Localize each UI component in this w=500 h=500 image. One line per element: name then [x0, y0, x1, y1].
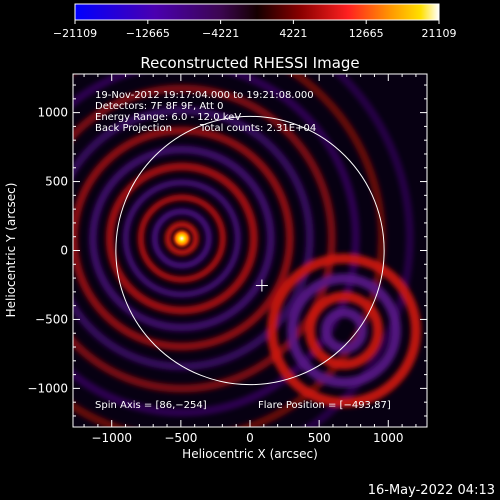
backprojection-ring — [151, 208, 212, 269]
backprojection-ring — [73, 74, 360, 417]
spin-axis-marker — [255, 279, 268, 292]
colorbar-ticks — [74, 20, 440, 24]
colorbar-labels: −21109 −12665 −4221 4221 12665 21109 — [53, 27, 457, 40]
footer-timestamp: 16-May-2022 04:13 — [368, 483, 495, 498]
energy-range-text: Energy Range: 6.0 - 12.0 keV — [95, 112, 241, 123]
y-tick-label: 0 — [60, 244, 68, 258]
y-tick-label: −1000 — [27, 381, 68, 395]
x-tick-label: 0 — [246, 431, 254, 445]
y-axis-label: Heliocentric Y (arcsec) — [4, 183, 18, 318]
x-tick-label: 1000 — [373, 431, 404, 445]
x-tick-label: 500 — [308, 431, 331, 445]
colorbar-tick-label: 4221 — [279, 27, 307, 40]
backprojection-ring — [88, 145, 275, 332]
image-field — [73, 74, 422, 427]
colorbar-tick-label: −4221 — [202, 27, 239, 40]
spin-axis-text: Spin Axis = [86,−254] — [95, 400, 207, 411]
colorbar-tick-label: −12665 — [126, 27, 170, 40]
method-text: Back Projection — [95, 123, 172, 134]
secondary-ring — [321, 307, 368, 354]
annotations: 19-Nov-2012 19:17:04.000 to 19:21:08.000… — [95, 90, 391, 411]
time-range-text: 19-Nov-2012 19:17:04.000 to 19:21:08.000 — [95, 90, 314, 101]
backprojection-ring — [73, 74, 386, 427]
x-tick-label: −1000 — [91, 431, 132, 445]
colorbar-tick-label: 21109 — [422, 27, 457, 40]
secondary-ring — [287, 273, 402, 388]
y-tick-labels: −1000 −500 0 500 1000 — [27, 106, 68, 396]
y-axis-ticks — [73, 84, 427, 417]
detectors-text: Detectors: 7F 8F 9F, Att 0 — [95, 101, 223, 112]
y-tick-label: −500 — [35, 312, 68, 326]
backprojection-ring — [302, 74, 414, 427]
secondary-ring — [305, 291, 384, 370]
backprojection-ring — [164, 221, 199, 256]
secondary-ring — [267, 253, 422, 408]
backprojection-ring — [73, 126, 294, 351]
x-axis-ticks — [83, 74, 417, 427]
x-tick-labels: −1000 −500 0 500 1000 — [91, 431, 403, 445]
y-tick-label: 1000 — [37, 106, 68, 120]
colorbar-tick-label: 12665 — [349, 27, 384, 40]
y-tick-label: 500 — [45, 175, 68, 189]
x-axis-label: Heliocentric X (arcsec) — [182, 447, 318, 461]
flare-position-text: Flare Position = [−493,87] — [258, 400, 391, 411]
chart-title: Reconstructed RHESSI Image — [140, 54, 359, 72]
backprojection-ring — [73, 84, 336, 393]
solar-disk-limb — [115, 115, 385, 386]
colorbar — [74, 3, 440, 21]
total-counts-text: Total counts: 2.31E+04 — [199, 123, 316, 134]
flare-source — [171, 228, 192, 249]
x-tick-label: −500 — [164, 431, 197, 445]
backprojection-ring — [137, 194, 226, 283]
backprojection-ring — [105, 162, 258, 315]
backprojection-ring — [122, 179, 241, 298]
colorbar-tick-label: −21109 — [53, 27, 97, 40]
